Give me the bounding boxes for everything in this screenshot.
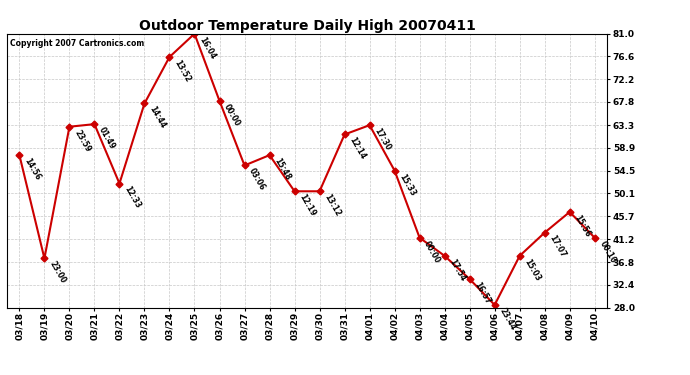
Text: 00:10: 00:10 <box>598 239 618 264</box>
Text: 23:59: 23:59 <box>72 128 92 153</box>
Text: 15:33: 15:33 <box>397 172 417 197</box>
Text: 16:57: 16:57 <box>473 280 492 306</box>
Text: Copyright 2007 Cartronics.com: Copyright 2007 Cartronics.com <box>10 39 144 48</box>
Text: 13:12: 13:12 <box>322 193 342 218</box>
Text: 15:56: 15:56 <box>573 213 592 238</box>
Text: 15:03: 15:03 <box>522 257 542 282</box>
Text: 15:48: 15:48 <box>273 156 292 182</box>
Text: 12:33: 12:33 <box>122 185 142 210</box>
Text: 14:44: 14:44 <box>147 105 167 130</box>
Text: 16:04: 16:04 <box>197 35 217 60</box>
Text: 17:07: 17:07 <box>547 234 567 260</box>
Text: 01:49: 01:49 <box>97 126 117 151</box>
Text: 00:00: 00:00 <box>222 102 242 128</box>
Text: 12:14: 12:14 <box>347 136 367 161</box>
Text: 23:00: 23:00 <box>47 260 67 285</box>
Title: Outdoor Temperature Daily High 20070411: Outdoor Temperature Daily High 20070411 <box>139 19 475 33</box>
Text: 17:54: 17:54 <box>447 257 467 283</box>
Text: 17:30: 17:30 <box>373 126 393 152</box>
Text: 13:52: 13:52 <box>172 58 192 84</box>
Text: 12:19: 12:19 <box>297 193 317 218</box>
Text: 00:00: 00:00 <box>422 239 442 264</box>
Text: 23:44: 23:44 <box>497 306 518 332</box>
Text: 03:06: 03:06 <box>247 167 267 192</box>
Text: 14:56: 14:56 <box>22 156 42 182</box>
